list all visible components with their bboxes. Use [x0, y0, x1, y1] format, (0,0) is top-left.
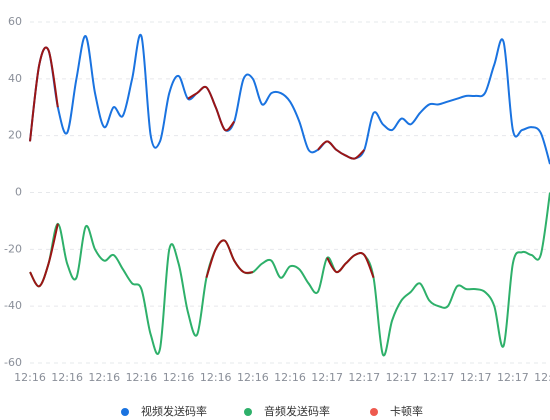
x-tick-label: 12:17 — [423, 371, 455, 384]
x-tick-label: 12:16 — [163, 371, 195, 384]
legend-label: 卡顿率 — [390, 404, 423, 418]
stutter-segment — [326, 251, 375, 279]
y-tick-label: -60 — [4, 356, 22, 369]
x-tick-label: 12:16 — [51, 371, 83, 384]
stutter-segment — [29, 46, 59, 142]
x-tick-label: 12:17 — [534, 371, 550, 384]
legend-dot — [121, 408, 129, 416]
legend-label: 视频发送码率 — [141, 404, 207, 418]
series-line — [29, 33, 550, 165]
legend-dot — [370, 408, 378, 416]
series-line — [29, 192, 550, 357]
y-tick-label: 40 — [8, 72, 22, 85]
x-tick-label: 12:16 — [126, 371, 158, 384]
x-tick-label: 12:17 — [386, 371, 418, 384]
x-tick-label: 12:17 — [348, 371, 380, 384]
x-tick-label: 12:16 — [14, 371, 46, 384]
stutter-segment — [187, 85, 236, 132]
y-tick-label: 20 — [8, 129, 22, 142]
x-tick-label: 12:16 — [237, 371, 269, 384]
stutter-segment — [29, 223, 59, 288]
legend-label: 音频发送码率 — [264, 404, 330, 418]
stutter-segment — [317, 140, 365, 160]
y-tick-label: -40 — [4, 299, 22, 312]
legend-dot — [244, 408, 252, 416]
x-tick-label: 12:17 — [460, 371, 492, 384]
x-tick-label: 12:16 — [274, 371, 306, 384]
x-tick-label: 12:16 — [200, 371, 232, 384]
y-tick-label: 60 — [8, 15, 22, 28]
x-tick-label: 12:16 — [88, 371, 120, 384]
x-tick-label: 12:17 — [311, 371, 343, 384]
stutter-segment — [205, 239, 253, 279]
y-tick-label: -20 — [4, 242, 22, 255]
y-tick-label: 0 — [15, 186, 22, 199]
x-tick-label: 12:17 — [497, 371, 529, 384]
